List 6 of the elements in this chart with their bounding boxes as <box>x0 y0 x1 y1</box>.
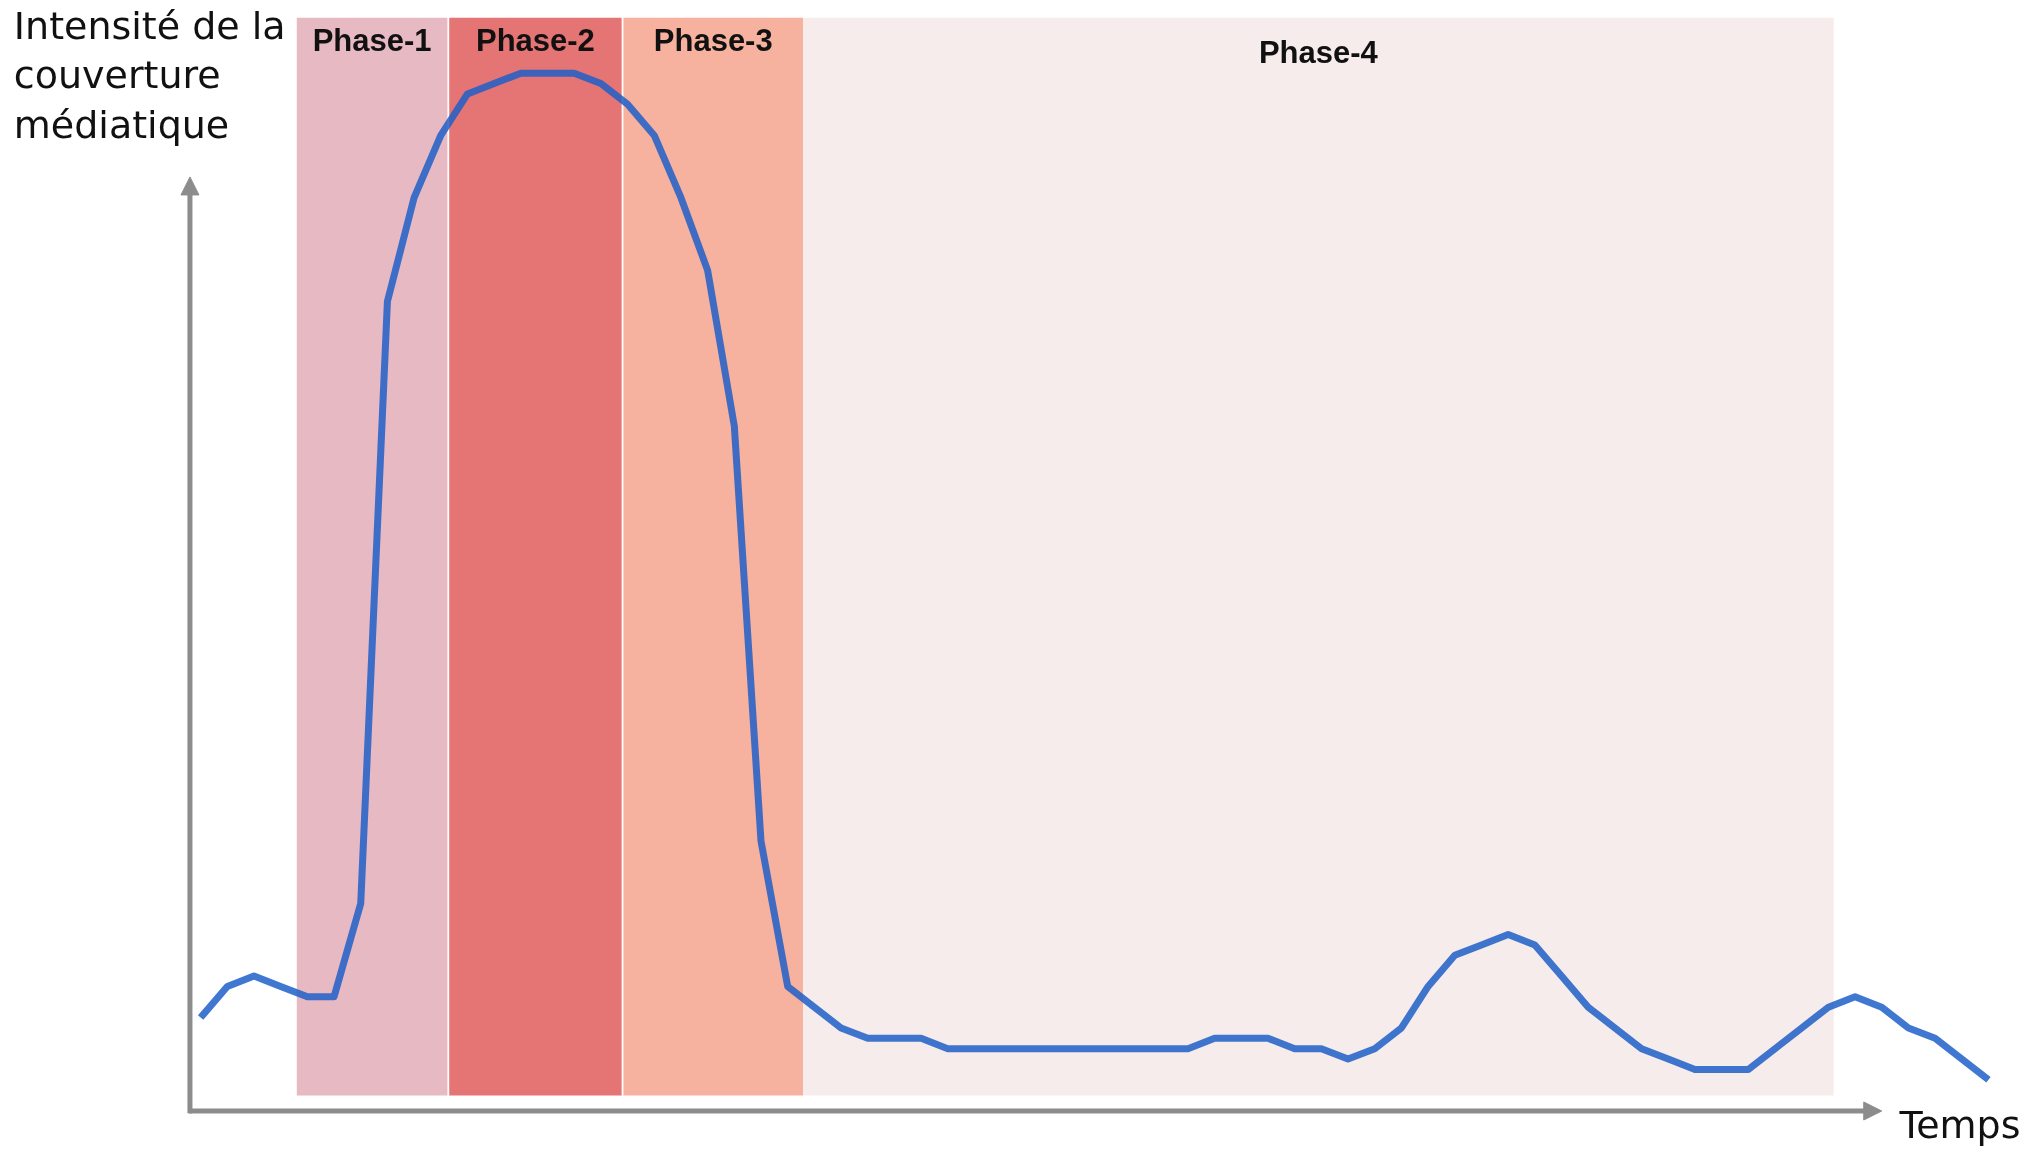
y-axis-title: Intensité de la couverture médiatique <box>13 3 286 147</box>
text: Phase-2 <box>475 23 595 59</box>
text: Phase-1 <box>312 23 432 59</box>
x-axis-title: Temps <box>1898 1102 2021 1147</box>
text: Phase-3 <box>653 23 773 59</box>
text: Phase-4 <box>1258 34 1379 70</box>
